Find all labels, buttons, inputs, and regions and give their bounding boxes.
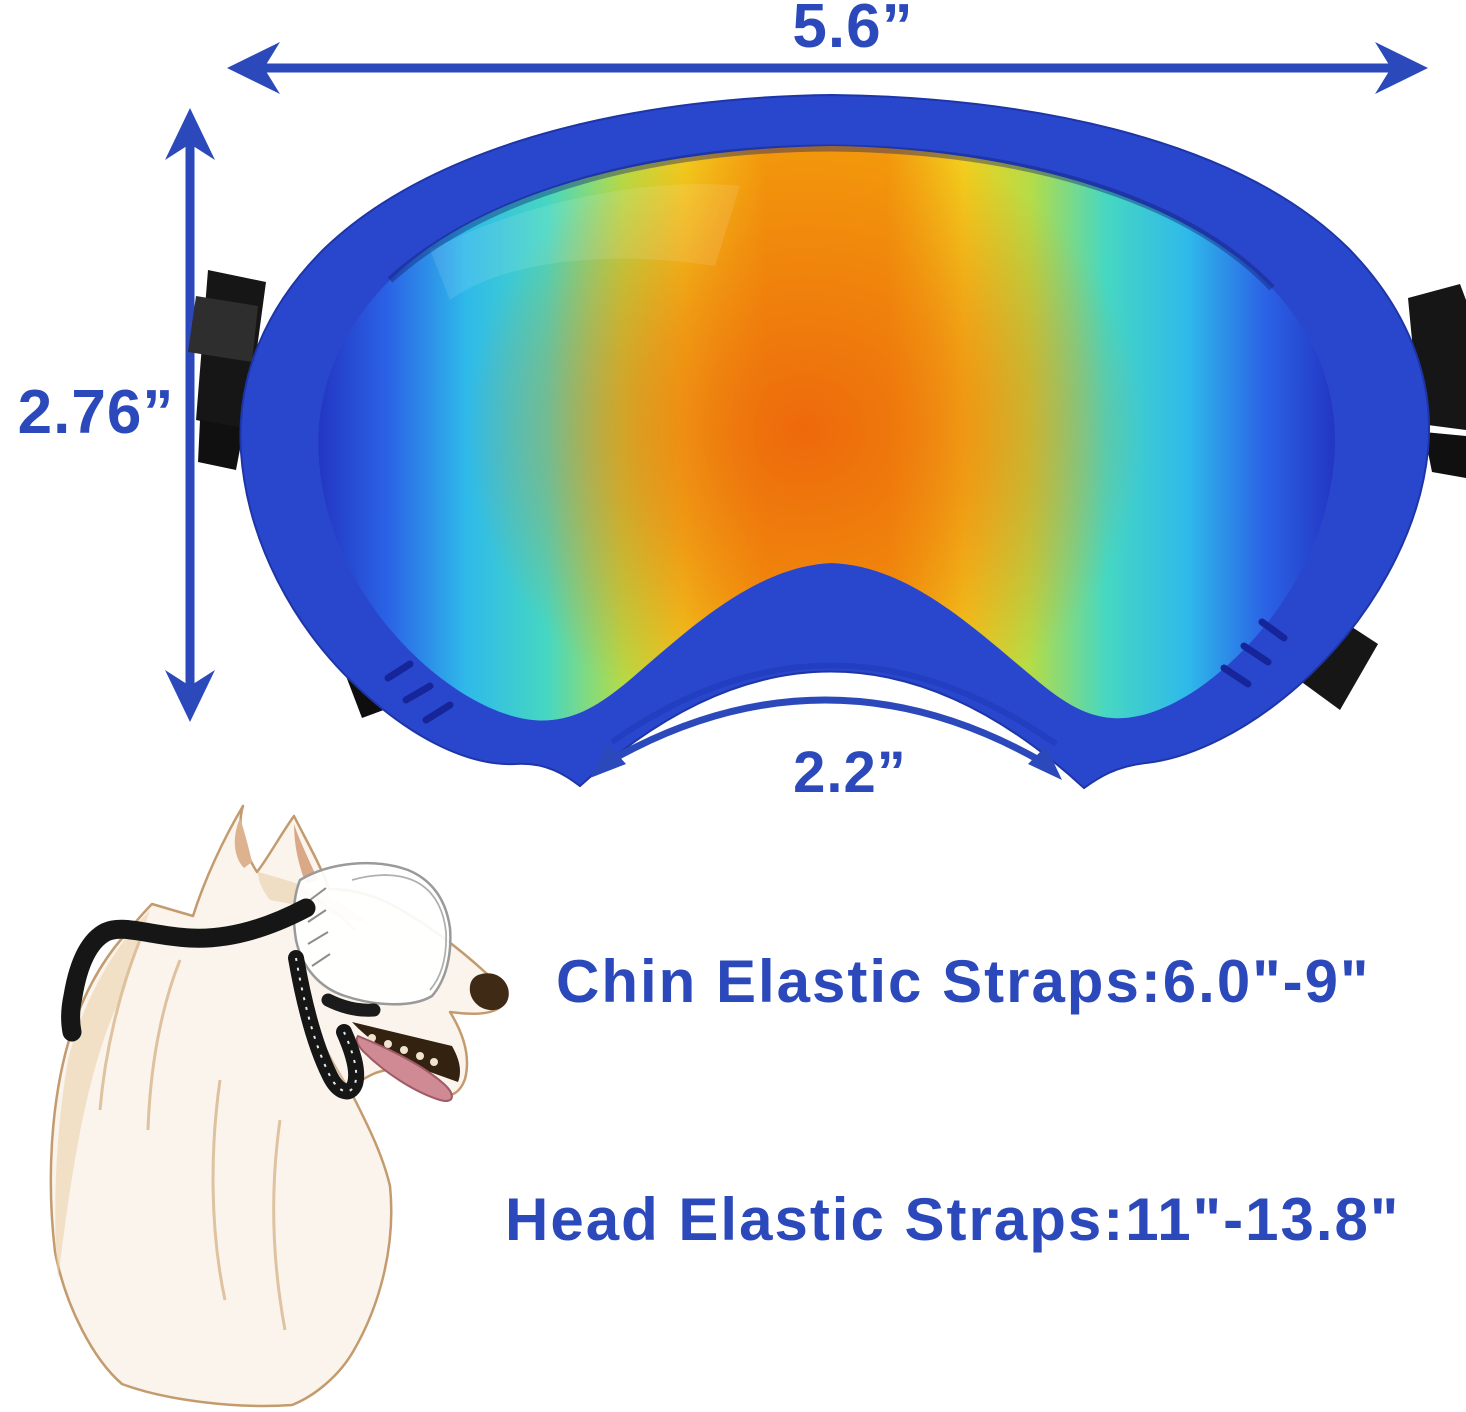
bridge-arrowhead-left: [590, 744, 626, 778]
bridge-dimension-label: 2.2”: [793, 740, 907, 805]
goggle-lens-effects: [430, 146, 1145, 721]
dog-tongue: [355, 1034, 453, 1102]
dog-head-sketch: [49, 804, 509, 1408]
dog-near-ear-inner: [294, 824, 318, 884]
chin-strap-annotation: Chin Elastic Straps:6.0"-9": [556, 948, 1371, 1015]
dog-goggle-lens-outline: [351, 874, 447, 991]
strap-tab-upper-right: [1424, 432, 1466, 478]
width-dimension-label: 5.6”: [792, 0, 914, 61]
dog-neck-shading: [55, 910, 151, 1280]
strap-buckle-upper-left: [188, 296, 258, 362]
vent-slits-left: [384, 660, 454, 724]
dog-head-strap: [61, 898, 316, 1042]
width-arrowhead-right: [1375, 42, 1428, 94]
dog-chin-strap-branch: [321, 993, 381, 1017]
nose-bridge-ridge: [610, 662, 1058, 747]
width-arrowhead-left: [227, 42, 280, 94]
strap-tab-upper-left: [198, 420, 244, 470]
lens-orange-glow: [465, 146, 1145, 721]
width-dimension-arrow: [227, 42, 1428, 94]
dog-goggle-hatching: [307, 887, 331, 967]
dog-goggles-illustration: [188, 93, 1466, 790]
bridge-arrow-curve: [606, 696, 1048, 768]
height-dimension-arrow: [165, 108, 215, 722]
vent-slits-right: [1220, 618, 1288, 688]
dog-far-ear-inner: [234, 818, 252, 868]
bridge-dimension-arrow: [590, 696, 1062, 780]
lens-top-shadow: [387, 144, 1275, 291]
dog-goggle-mask: [292, 861, 452, 1006]
height-dimension-label: 2.76”: [17, 378, 175, 447]
height-arrowhead-bottom: [165, 670, 215, 722]
strap-lower-right: [1288, 610, 1378, 710]
bridge-arrowhead-right: [1028, 746, 1062, 780]
height-arrowhead-top: [165, 108, 215, 160]
head-strap-annotation: Head Elastic Straps:11"-13.8": [505, 1186, 1401, 1253]
lens-sheen: [430, 184, 740, 300]
dog-chin-strap: [288, 950, 365, 1100]
dog-nose: [469, 973, 509, 1011]
